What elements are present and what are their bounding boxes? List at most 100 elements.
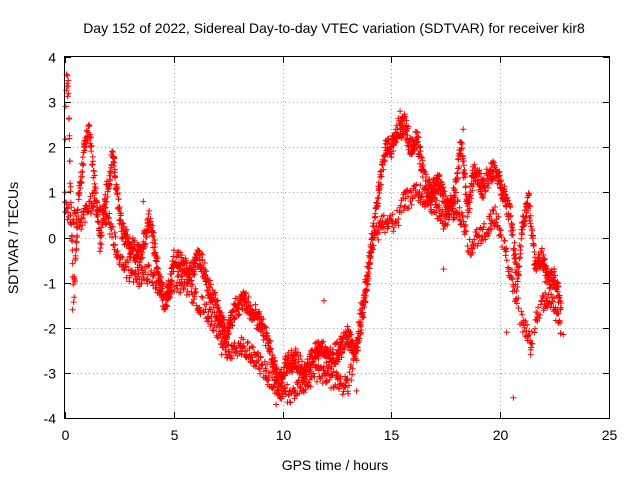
data-point — [540, 293, 547, 300]
data-point — [454, 169, 461, 176]
data-point — [527, 351, 534, 358]
data-point — [441, 188, 448, 195]
data-point — [555, 318, 562, 325]
data-point — [212, 292, 219, 298]
data-point — [370, 242, 377, 249]
data-point — [168, 278, 175, 285]
data-point — [272, 361, 279, 368]
tick-labels: 0 5 10 15 20 25 -4 -3 -2 -1 0 1 2 3 4 — [44, 50, 618, 444]
data-point — [310, 370, 317, 377]
y-axis-title: SDTVAR / TECUs — [5, 182, 21, 294]
data-point — [242, 295, 249, 302]
data-point — [221, 316, 227, 323]
data-point — [375, 227, 381, 233]
data-point — [355, 344, 361, 351]
data-point — [349, 371, 356, 378]
data-point — [106, 210, 113, 217]
data-point — [452, 189, 459, 196]
data-point — [92, 190, 99, 197]
data-point — [279, 393, 286, 400]
data-point — [555, 283, 562, 290]
data-point — [367, 253, 374, 260]
data-point — [385, 136, 392, 143]
data-point — [69, 260, 76, 267]
data-point — [209, 327, 216, 334]
data-point — [382, 229, 388, 236]
data-point — [74, 232, 81, 239]
data-point — [503, 245, 510, 252]
data-point — [73, 239, 80, 246]
data-point — [295, 349, 301, 356]
data-point — [157, 273, 164, 280]
data-point — [174, 285, 181, 292]
data-point — [329, 346, 336, 353]
x-tick-label: 5 — [171, 427, 179, 443]
data-point — [108, 226, 115, 233]
data-point — [462, 228, 469, 235]
data-point — [518, 308, 525, 315]
x-tick-label: 15 — [384, 427, 400, 443]
data-point — [101, 205, 108, 212]
data-point — [514, 284, 521, 290]
data-point — [370, 220, 377, 227]
data-point — [526, 217, 533, 224]
data-point — [411, 182, 418, 189]
data-point — [495, 213, 502, 220]
data-point — [403, 117, 410, 124]
data-point — [152, 240, 159, 247]
data-point — [413, 128, 420, 135]
data-point — [492, 219, 499, 226]
data-point — [224, 334, 231, 341]
data-point — [501, 237, 508, 244]
data-point — [80, 215, 86, 221]
data-point — [440, 266, 447, 273]
data-point — [193, 302, 200, 309]
data-point — [356, 335, 363, 342]
data-point — [296, 390, 303, 397]
data-point — [184, 288, 191, 295]
data-point — [155, 266, 162, 273]
data-point — [459, 212, 466, 219]
data-point — [320, 338, 327, 345]
data-point — [168, 287, 175, 294]
data-point — [123, 226, 130, 233]
data-point — [498, 234, 505, 241]
data-point — [339, 349, 346, 356]
data-point — [493, 210, 500, 217]
data-point — [250, 344, 256, 351]
data-point — [516, 242, 523, 249]
data-point — [465, 209, 472, 216]
data-point — [544, 265, 551, 272]
data-point — [392, 139, 399, 146]
data-point — [189, 281, 196, 288]
data-point — [191, 271, 198, 278]
data-point — [479, 194, 486, 201]
data-point — [64, 93, 71, 100]
data-point — [510, 247, 517, 254]
data-point — [123, 263, 130, 270]
data-point — [384, 139, 391, 146]
data-point — [258, 362, 265, 369]
data-point — [91, 172, 98, 179]
data-point — [243, 289, 249, 296]
data-point — [119, 220, 126, 226]
data-point — [529, 340, 536, 347]
data-point — [114, 189, 121, 196]
data-point — [110, 158, 117, 165]
data-point — [103, 198, 110, 205]
data-point — [152, 285, 159, 292]
data-point — [538, 245, 545, 252]
data-point — [480, 195, 487, 201]
data-point — [531, 249, 538, 255]
data-point — [473, 177, 480, 184]
data-point — [527, 212, 534, 219]
data-point — [362, 298, 369, 305]
data-point — [541, 256, 548, 263]
data-point — [109, 149, 116, 156]
data-point — [201, 260, 208, 266]
data-point — [529, 227, 536, 234]
data-point — [353, 387, 360, 394]
data-point — [264, 361, 271, 368]
data-point — [522, 318, 529, 325]
data-point — [558, 300, 565, 306]
